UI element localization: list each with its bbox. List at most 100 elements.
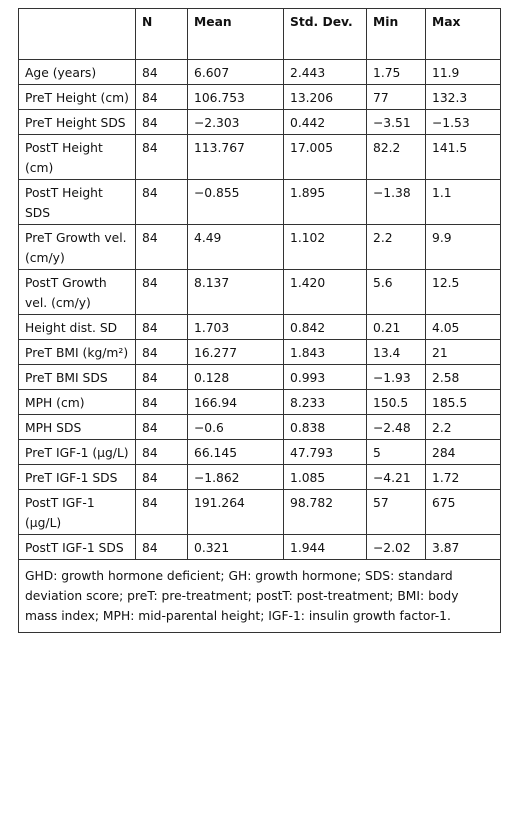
table-cell: 84 — [135, 489, 188, 535]
table-row: PostT IGF-1 (µg/L) 84 191.264 98.782 57 675 — [18, 489, 501, 535]
table-cell: 0.838 — [283, 414, 367, 440]
table-cell: 1.085 — [283, 464, 367, 490]
table-cell: 5 — [366, 439, 426, 465]
footnote-row: GHD: growth hormone deficient; GH: growt… — [18, 559, 501, 633]
table-cell: 2.2 — [425, 414, 501, 440]
row-label: PostT Height SDS — [18, 179, 136, 225]
row-label: PostT IGF-1 SDS — [18, 534, 136, 560]
table-cell: 1.72 — [425, 464, 501, 490]
table-cell: 98.782 — [283, 489, 367, 535]
row-label: Height dist. SD — [18, 314, 136, 340]
table-cell: −0.6 — [187, 414, 284, 440]
table-row: PreT IGF-1 SDS 84 −1.862 1.085 −4.21 1.72 — [18, 464, 501, 490]
table-cell: 17.005 — [283, 134, 367, 180]
table-cell: 84 — [135, 439, 188, 465]
table-cell: 84 — [135, 534, 188, 560]
table-row: Age (years) 84 6.607 2.443 1.75 11.9 — [18, 59, 501, 85]
row-label: PreT Height (cm) — [18, 84, 136, 110]
table-row: PostT Height (cm) 84 113.767 17.005 82.2 141.… — [18, 134, 501, 180]
table-cell: 675 — [425, 489, 501, 535]
table-cell: 84 — [135, 464, 188, 490]
table-cell: 5.6 — [366, 269, 426, 315]
table-cell: 84 — [135, 314, 188, 340]
row-label: PreT IGF-1 (µg/L) — [18, 439, 136, 465]
table-cell: 2.443 — [283, 59, 367, 85]
table-cell: −1.862 — [187, 464, 284, 490]
table-cell: −4.21 — [366, 464, 426, 490]
table-cell: 84 — [135, 389, 188, 415]
table-cell: 0.128 — [187, 364, 284, 390]
header-cell: Mean — [187, 8, 284, 60]
table-cell: 166.94 — [187, 389, 284, 415]
row-label: PreT IGF-1 SDS — [18, 464, 136, 490]
table-cell: 132.3 — [425, 84, 501, 110]
table-cell: 16.277 — [187, 339, 284, 365]
footnote: GHD: growth hormone deficient; GH: growt… — [18, 559, 501, 633]
row-label: PreT Growth vel. (cm/y) — [18, 224, 136, 270]
row-label: Age (years) — [18, 59, 136, 85]
table-cell: 13.4 — [366, 339, 426, 365]
row-label: PreT Height SDS — [18, 109, 136, 135]
table-cell: 84 — [135, 179, 188, 225]
table-cell: 84 — [135, 339, 188, 365]
row-label: PostT IGF-1 (µg/L) — [18, 489, 136, 535]
table-cell: 191.264 — [187, 489, 284, 535]
header-cell — [18, 8, 136, 60]
table-cell: 1.75 — [366, 59, 426, 85]
table-cell: 0.842 — [283, 314, 367, 340]
table-cell: 4.05 — [425, 314, 501, 340]
header-cell: Std. Dev. — [283, 8, 367, 60]
table-cell: 141.5 — [425, 134, 501, 180]
table-cell: 21 — [425, 339, 501, 365]
table-row: PostT Growth vel. (cm/y) 84 8.137 1.420 5.6 1… — [18, 269, 501, 315]
table-cell: −2.303 — [187, 109, 284, 135]
table-cell: 1.102 — [283, 224, 367, 270]
table-row: Height dist. SD 84 1.703 0.842 0.21 4.05 — [18, 314, 501, 340]
table-cell: 84 — [135, 224, 188, 270]
table-cell: 185.5 — [425, 389, 501, 415]
table-cell: 84 — [135, 84, 188, 110]
table-cell: 84 — [135, 364, 188, 390]
table-cell: 82.2 — [366, 134, 426, 180]
table-row: MPH (cm) 84 166.94 8.233 150.5 185.5 — [18, 389, 501, 415]
table-cell: 84 — [135, 109, 188, 135]
table-cell: −0.855 — [187, 179, 284, 225]
header-cell: Max — [425, 8, 501, 60]
table-cell: 2.58 — [425, 364, 501, 390]
table-cell: 0.993 — [283, 364, 367, 390]
row-label: PostT Growth vel. (cm/y) — [18, 269, 136, 315]
table-row: PreT BMI (kg/m²) 84 16.277 1.843 13.4 21 — [18, 339, 501, 365]
table-cell: 9.9 — [425, 224, 501, 270]
table-cell: 66.145 — [187, 439, 284, 465]
table-row: PreT Height SDS 84 −2.303 0.442 −3.51 −1.53 — [18, 109, 501, 135]
row-label: PreT BMI SDS — [18, 364, 136, 390]
table-cell: 84 — [135, 134, 188, 180]
table-cell: 11.9 — [425, 59, 501, 85]
table-container: N Mean Std. Dev. Min Max Age (years) 84 6.607 2… — [18, 8, 501, 633]
table-cell: 2.2 — [366, 224, 426, 270]
table-cell: 8.137 — [187, 269, 284, 315]
table-cell: −1.38 — [366, 179, 426, 225]
table-cell: 1.843 — [283, 339, 367, 365]
table-row: PostT Height SDS 84 −0.855 1.895 −1.38 1.1 — [18, 179, 501, 225]
row-label: PreT BMI (kg/m²) — [18, 339, 136, 365]
table-cell: 106.753 — [187, 84, 284, 110]
header-cell: Min — [366, 8, 426, 60]
header-cell: N — [135, 8, 188, 60]
table-cell: 1.420 — [283, 269, 367, 315]
row-label: MPH SDS — [18, 414, 136, 440]
table-row: MPH SDS 84 −0.6 0.838 −2.48 2.2 — [18, 414, 501, 440]
table-cell: 84 — [135, 269, 188, 315]
table-cell: −3.51 — [366, 109, 426, 135]
table-cell: 8.233 — [283, 389, 367, 415]
stats-table: N Mean Std. Dev. Min Max Age (years) 84 6.607 2… — [18, 8, 501, 633]
table-row: PreT Height (cm) 84 106.753 13.206 77 132.3 — [18, 84, 501, 110]
row-label: MPH (cm) — [18, 389, 136, 415]
table-cell: 113.767 — [187, 134, 284, 180]
table-row: PreT Growth vel. (cm/y) 84 4.49 1.102 2.2 9.9 — [18, 224, 501, 270]
table-cell: 3.87 — [425, 534, 501, 560]
table-cell: 0.442 — [283, 109, 367, 135]
table-cell: 57 — [366, 489, 426, 535]
row-label: PostT Height (cm) — [18, 134, 136, 180]
